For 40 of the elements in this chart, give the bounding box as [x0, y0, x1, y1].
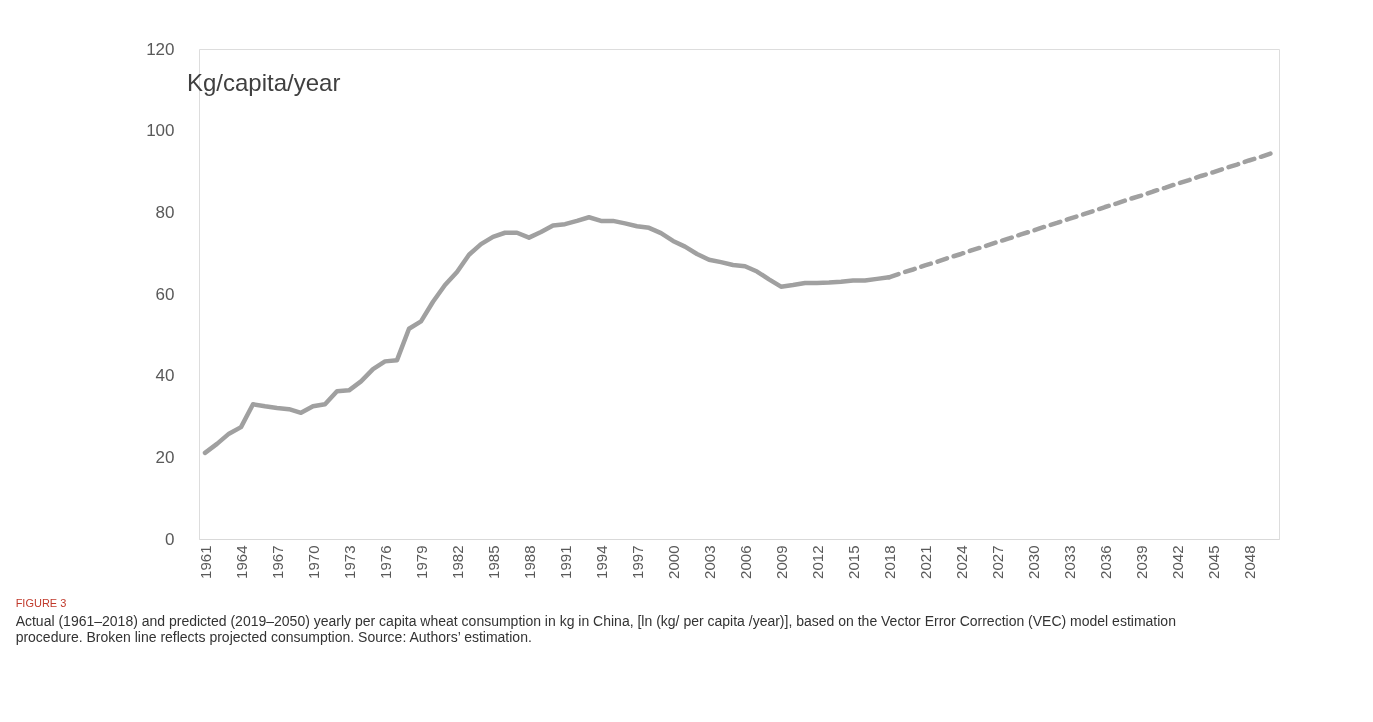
y-tick-label: 100 — [146, 121, 175, 141]
x-tick-label: 1982 — [448, 545, 466, 579]
x-tick-label: 1973 — [340, 545, 358, 579]
y-tick-label: 120 — [146, 39, 175, 59]
y-tick-label: 60 — [155, 284, 175, 304]
x-tick-label: 2012 — [808, 545, 826, 579]
x-tick-label: 1988 — [520, 545, 538, 579]
x-tick-label: 2048 — [1240, 545, 1258, 579]
x-tick-label: 1991 — [556, 545, 574, 579]
y-tick-label: 40 — [155, 366, 175, 386]
caption: FIGURE 3 — [15, 597, 67, 610]
x-tick-label: 2021 — [916, 545, 934, 579]
x-tick-label: 2042 — [1168, 545, 1186, 579]
x-tick-label: 2045 — [1204, 545, 1222, 579]
x-tick-label: 1979 — [412, 545, 430, 579]
x-tick-label: 2006 — [736, 545, 754, 579]
x-tick-label: 2018 — [880, 545, 898, 579]
x-tick-label: 1970 — [304, 545, 322, 579]
x-tick-label: 1985 — [484, 545, 502, 579]
x-tick-label: 2036 — [1096, 545, 1114, 579]
y-tick-label: 80 — [155, 202, 175, 222]
x-tick-label: 1997 — [628, 545, 646, 579]
x-tick-label: 1961 — [196, 545, 214, 579]
x-tick-label: 2033 — [1060, 545, 1078, 579]
text: Actual (1961–2018) and predicted (2019–2050) yearly per capita wheat consumption in kg in China, [ln (kg/ per capita /year)], based on the Vector Error Correction (VEC) model estimation procedure. Broken line reflects projected consumption. Source: Authors’ estimation. — [15, 613, 1176, 646]
y-tick-label: 0 — [165, 529, 175, 549]
x-tick-label: 2000 — [664, 545, 682, 579]
x-tick-label: 1967 — [268, 545, 286, 579]
x-tick-label: 2030 — [1024, 545, 1042, 579]
x-tick-label: 1964 — [232, 545, 250, 579]
x-tick-label: 2015 — [844, 545, 862, 579]
x-tick-label: 2027 — [988, 545, 1006, 579]
y-tick-label: 20 — [155, 447, 175, 467]
y-axis-title: Kg/capita/year — [187, 69, 341, 96]
x-tick-label: 2003 — [700, 545, 718, 579]
x-tick-label: 1976 — [376, 545, 394, 579]
x-tick-label: 2009 — [772, 545, 790, 579]
x-tick-label: 1994 — [592, 545, 610, 579]
x-tick-label: 2039 — [1132, 545, 1150, 579]
x-tick-label: 2024 — [952, 545, 970, 579]
